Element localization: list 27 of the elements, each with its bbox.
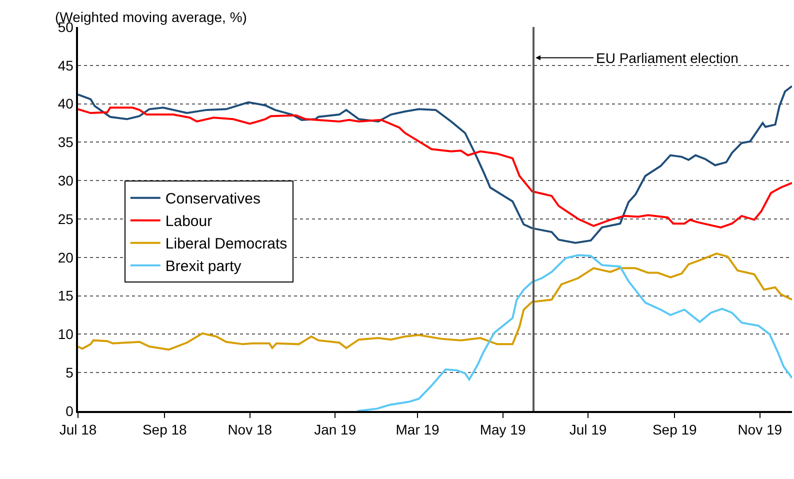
- y-tick-label: 5: [66, 364, 74, 380]
- x-tick-label: Sep 19: [652, 422, 698, 438]
- y-tick-label: 40: [58, 96, 74, 112]
- y-tick-label: 25: [58, 210, 74, 227]
- x-tick-label: Jul 19: [569, 422, 607, 438]
- line-series: [78, 252, 792, 351]
- legend-label: Liberal Democrats: [165, 236, 288, 253]
- legend-label: Conservatives: [165, 190, 260, 208]
- y-tick-label: 15: [58, 288, 74, 304]
- x-tick-label: Sep 18: [142, 422, 188, 438]
- y-tick-label: 10: [58, 326, 74, 342]
- y-tick-label: 0: [66, 402, 74, 419]
- y-tick-label: 45: [58, 57, 74, 74]
- x-tick-label: Mar 19: [396, 422, 440, 438]
- y-tick-label: 30: [58, 172, 74, 188]
- x-tick-label: May 19: [480, 422, 526, 438]
- line-series: [78, 106, 792, 228]
- line-series: [356, 254, 792, 411]
- ref-line-label: EU Parliament election: [596, 50, 738, 66]
- x-tick-label: Nov 19: [738, 422, 782, 438]
- x-tick-label: Jan 19: [314, 422, 356, 438]
- y-tick-label: 35: [58, 134, 74, 150]
- legend-label: Labour: [165, 213, 212, 230]
- x-tick-label: Nov 18: [228, 422, 272, 438]
- y-tick-label: 20: [58, 249, 74, 266]
- legend-label: Brexit party: [165, 258, 242, 276]
- x-tick-label: Jul 18: [59, 422, 97, 438]
